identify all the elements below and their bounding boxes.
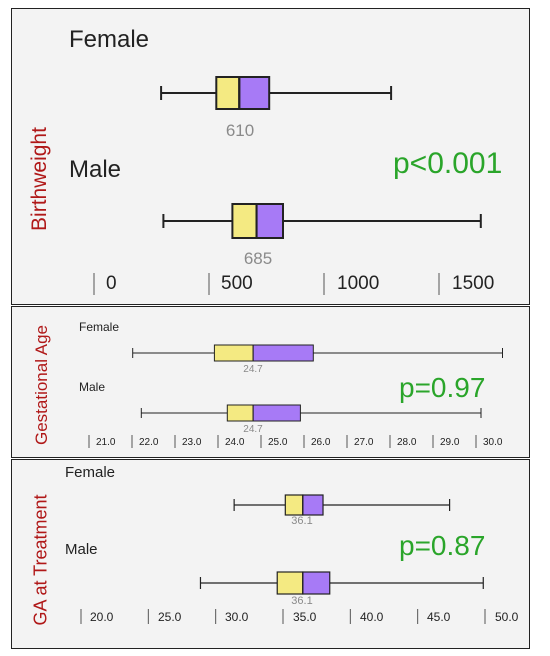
box-lower-quartile (276, 571, 304, 595)
gestational-age-axis-label: Gestational Age (32, 324, 51, 446)
female-label: Female (69, 26, 150, 53)
tick-label: 22.0 (139, 437, 159, 448)
tick-label: 25.0 (268, 437, 288, 448)
p-value: p=0.97 (399, 372, 486, 403)
male-median-label: 24.7 (243, 424, 263, 435)
male-label: Male (69, 156, 122, 183)
box-upper-quartile (302, 571, 331, 595)
female-label: Female (65, 464, 116, 481)
ga-at-treatment-plot (80, 494, 486, 624)
tick-label: 29.0 (440, 437, 460, 448)
box-lower-quartile (284, 494, 304, 516)
gestational-age-panel: Gestational Age Female Male 24.7 24.7 p=… (11, 306, 530, 458)
tick-label: 24.0 (225, 437, 245, 448)
birthweight-axis-label: Birthweight (28, 127, 51, 231)
box-lower-quartile (213, 344, 254, 362)
p-value: p<0.001 (393, 147, 503, 180)
tick-label: 23.0 (182, 437, 202, 448)
box-upper-quartile (252, 404, 301, 422)
tick-label: 500 (221, 273, 253, 294)
female-median-label: 36.1 (291, 515, 313, 527)
female-label: Female (79, 320, 120, 334)
male-median-label: 36.1 (291, 595, 313, 607)
tick-label: 30.0 (483, 437, 503, 448)
tick-label: 26.0 (311, 437, 331, 448)
ga-at-treatment-panel: GA at Treatment Female Male 36.1 36.1 p=… (11, 459, 530, 649)
tick-label: 45.0 (427, 610, 451, 624)
tick-label: 20.0 (90, 610, 114, 624)
box-upper-quartile (302, 494, 324, 516)
p-value: p=0.87 (399, 530, 486, 561)
gestational-age-plot (88, 344, 503, 448)
male-label: Male (65, 541, 98, 558)
tick-label: 28.0 (397, 437, 417, 448)
tick-label: 25.0 (158, 610, 182, 624)
tick-label: 27.0 (354, 437, 374, 448)
birthweight-plot (93, 76, 482, 295)
female-median-label: 24.7 (243, 364, 263, 375)
tick-label: 30.0 (225, 610, 249, 624)
box-lower-quartile (215, 76, 241, 110)
tick-label: 1000 (337, 273, 380, 294)
tick-label: 35.0 (293, 610, 317, 624)
box-upper-quartile (252, 344, 314, 362)
male-label: Male (79, 380, 106, 394)
tick-label: 50.0 (495, 610, 519, 624)
box-upper-quartile (238, 76, 271, 110)
ga-at-treatment-axis-label: GA at Treatment (30, 494, 51, 626)
female-median-label: 610 (225, 121, 255, 140)
box-lower-quartile (226, 404, 254, 422)
tick-label: 40.0 (360, 610, 384, 624)
birthweight-panel: Birthweight Female Male 610 685 p<0.001 … (11, 8, 530, 305)
tick-label: 0 (106, 273, 117, 294)
tick-label: 1500 (452, 273, 495, 294)
tick-label: 21.0 (96, 437, 116, 448)
box-upper-quartile (255, 203, 285, 239)
box-lower-quartile (231, 203, 258, 239)
male-median-label: 685 (243, 249, 273, 268)
